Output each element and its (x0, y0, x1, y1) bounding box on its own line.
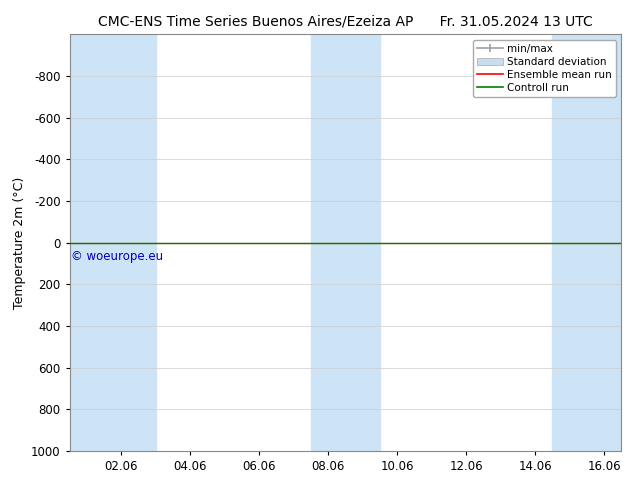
Bar (311, 34, 380, 451)
Title: CMC-ENS Time Series Buenos Aires/Ezeiza AP      Fr. 31.05.2024 13 UTC: CMC-ENS Time Series Buenos Aires/Ezeiza … (98, 15, 593, 29)
Bar (70, 34, 104, 451)
Text: © woeurope.eu: © woeurope.eu (72, 250, 164, 263)
Bar (552, 34, 621, 451)
Legend: min/max, Standard deviation, Ensemble mean run, Controll run: min/max, Standard deviation, Ensemble me… (473, 40, 616, 97)
Y-axis label: Temperature 2m (°C): Temperature 2m (°C) (13, 176, 25, 309)
Bar (104, 34, 156, 451)
